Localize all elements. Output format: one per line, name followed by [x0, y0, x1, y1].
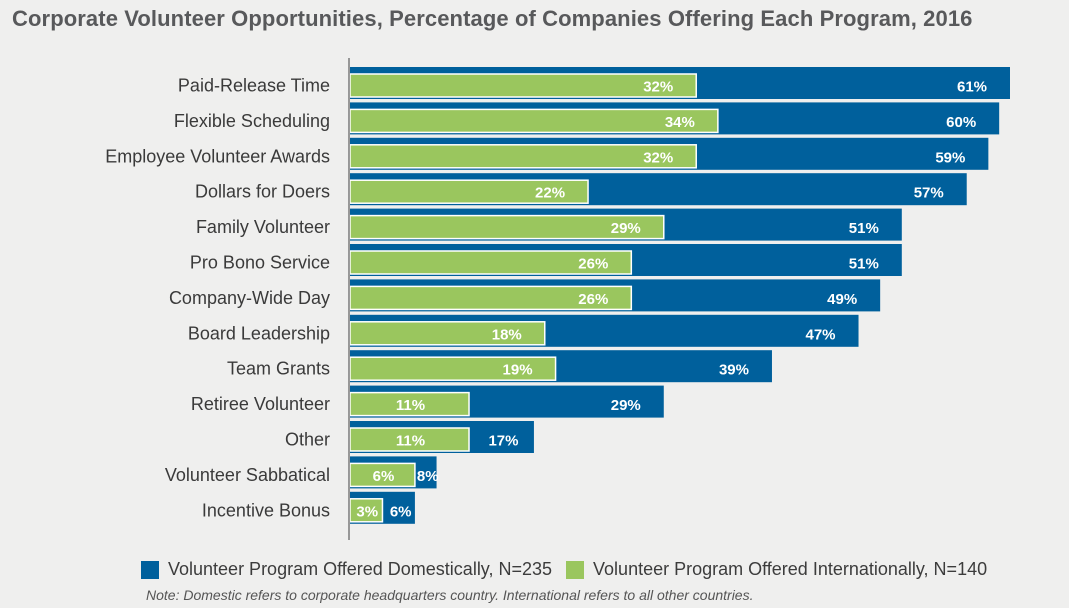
legend: Volunteer Program Offered Domestically, …: [141, 559, 1001, 580]
category-label: Incentive Bonus: [202, 500, 330, 520]
data-label-domestic: 29%: [611, 397, 641, 414]
data-label-international: 3%: [356, 503, 378, 520]
legend-item-international: Volunteer Program Offered Internationall…: [566, 559, 987, 580]
data-label-international: 34%: [665, 114, 695, 131]
category-label: Employee Volunteer Awards: [105, 146, 330, 166]
bar-international: [349, 285, 633, 311]
category-label: Retiree Volunteer: [191, 394, 330, 414]
bar-international: [349, 73, 697, 98]
bar-international: [349, 108, 719, 134]
chart-title: Corporate Volunteer Opportunities, Perce…: [12, 6, 973, 31]
legend-label-international: Volunteer Program Offered Internationall…: [593, 559, 988, 579]
bar-international: [349, 321, 546, 346]
bar-international: [349, 214, 665, 240]
bar-international: [349, 498, 384, 523]
data-label-international: 6%: [373, 468, 395, 485]
legend-swatch-international: [566, 560, 585, 579]
bar-international: [349, 144, 697, 169]
data-label-international: 32%: [643, 149, 673, 166]
category-label: Family Volunteer: [196, 217, 330, 237]
data-label-domestic: 61%: [957, 79, 987, 96]
data-label-domestic: 57%: [914, 185, 944, 202]
data-label-domestic: 39%: [719, 362, 749, 379]
data-label-international: 18%: [492, 326, 522, 343]
data-label-international: 22%: [535, 185, 565, 202]
data-label-international: 29%: [611, 220, 641, 237]
data-label-domestic: 6%: [390, 503, 412, 520]
category-label: Dollars for Doers: [195, 182, 330, 202]
category-label: Volunteer Sabbatical: [165, 465, 330, 485]
data-label-domestic: 59%: [935, 149, 965, 166]
category-label: Pro Bono Service: [190, 253, 330, 273]
legend-label-domestic: Volunteer Program Offered Domestically, …: [168, 559, 553, 579]
data-label-domestic: 17%: [488, 433, 518, 450]
chart-note: Note: Domestic refers to corporate headq…: [146, 587, 754, 603]
bar-international: [349, 179, 589, 204]
data-label-international: 11%: [396, 433, 425, 450]
category-label: Flexible Scheduling: [174, 111, 330, 131]
category-label: Board Leadership: [188, 323, 330, 343]
category-label: Company-Wide Day: [169, 288, 330, 308]
bar-international: [349, 391, 470, 417]
data-label-domestic: 51%: [849, 220, 879, 237]
data-label-domestic: 49%: [827, 291, 857, 308]
data-label-international: 26%: [578, 291, 608, 308]
category-label: Team Grants: [227, 359, 330, 379]
data-label-international: 19%: [503, 362, 533, 379]
category-label: Paid-Release Time: [178, 76, 330, 96]
bar-chart: Paid-Release Time 61% 32% Flexible Scheduli…: [105, 58, 1010, 540]
data-label-domestic: 8%: [417, 468, 439, 485]
data-label-domestic: 47%: [806, 326, 836, 343]
legend-item-domestic: Volunteer Program Offered Domestically, …: [141, 559, 552, 580]
data-label-international: 11%: [396, 397, 425, 414]
bar-international: [349, 462, 416, 488]
category-label: Other: [285, 430, 330, 450]
data-label-international: 32%: [643, 79, 673, 96]
data-label-international: 26%: [578, 256, 608, 273]
legend-swatch-domestic: [141, 560, 159, 579]
bar-international: [349, 250, 633, 275]
data-label-domestic: 51%: [849, 256, 879, 273]
bar-international: [349, 356, 557, 381]
data-label-domestic: 60%: [946, 114, 976, 131]
bar-international: [349, 427, 470, 452]
